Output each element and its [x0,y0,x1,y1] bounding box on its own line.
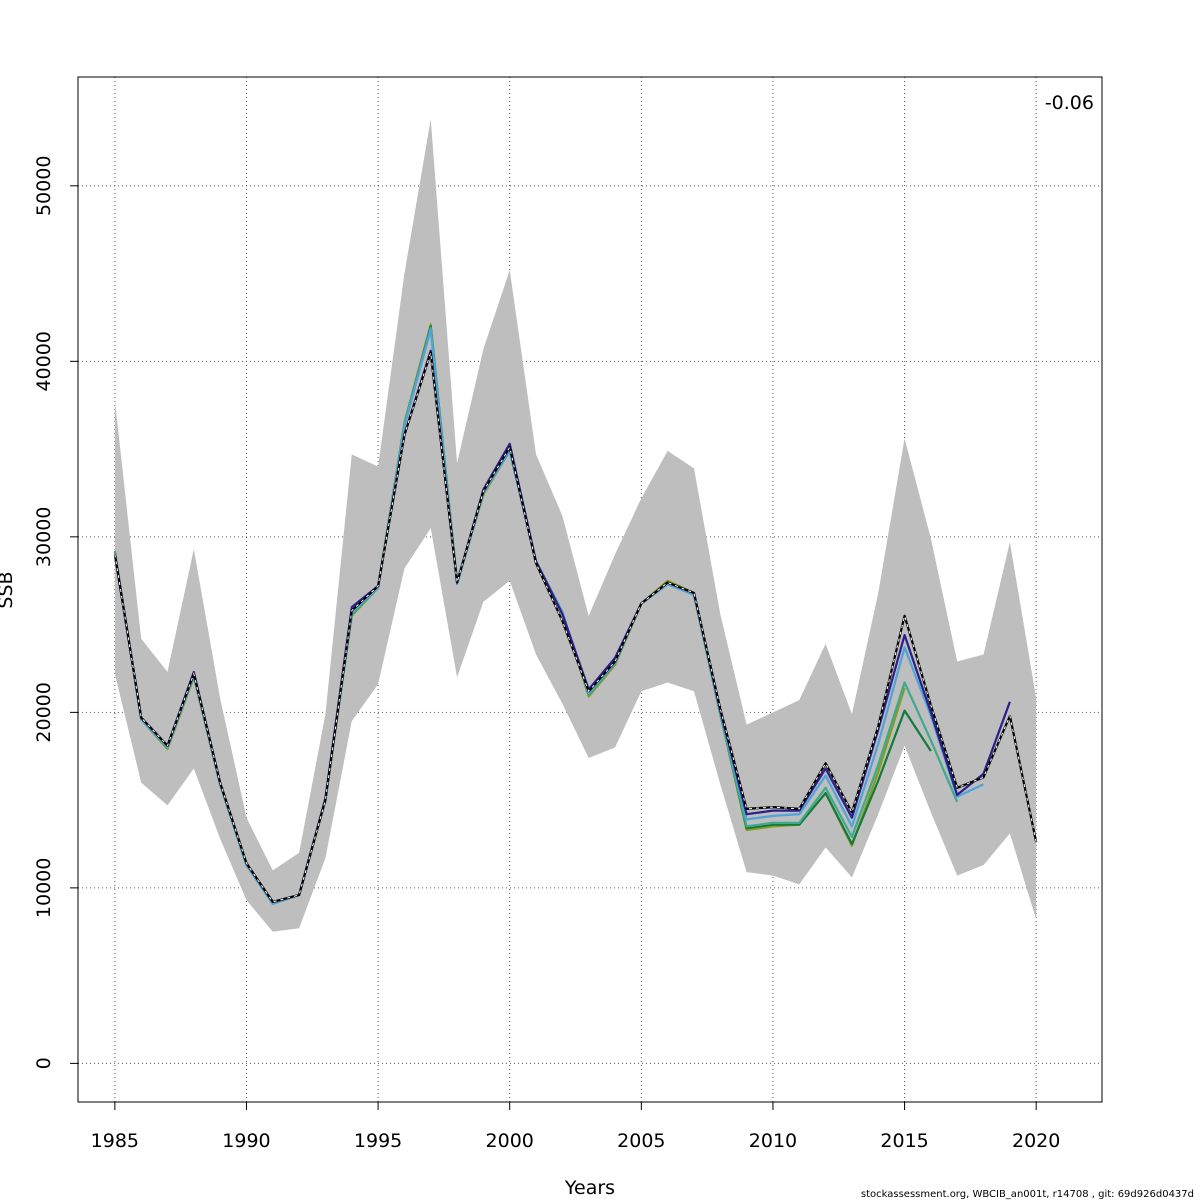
confidence-band [114,119,1037,932]
x-tick-label: 2000 [486,1130,534,1152]
x-tick-label: 2005 [617,1130,665,1152]
x-tick-label: 2015 [880,1130,928,1152]
footer-credit: stockassessment.org, WBCIB_an001t, r1470… [861,1189,1194,1200]
y-tick-label: 10000 [33,858,55,918]
series-lines [113,323,1038,905]
y-tick-label: 0 [33,1057,55,1069]
x-tick-label: 2020 [1012,1130,1060,1152]
x-tick-label: 1995 [354,1130,402,1152]
x-tick-label: 2010 [749,1130,797,1152]
x-tick-label: 1990 [222,1130,270,1152]
y-tick-label: 30000 [33,507,55,567]
y-axis-title: SSB [0,571,17,608]
confidence-band-area [114,119,1037,932]
x-axis: 1985 1990 1995 2000 2005 2010 2015 2020 [91,1102,1060,1152]
series-line-main-dash [114,352,1037,903]
y-tick-label: 40000 [33,331,55,391]
x-axis-title: Years [564,1177,615,1199]
plot-frame [77,76,1103,1103]
x-tick-label: 1985 [91,1130,139,1152]
mohn-rho-annotation: -0.06 [1045,92,1094,114]
y-tick-label: 50000 [33,156,55,216]
y-tick-label: 20000 [33,682,55,742]
y-axis: 0 10000 20000 30000 40000 50000 [33,156,78,1069]
